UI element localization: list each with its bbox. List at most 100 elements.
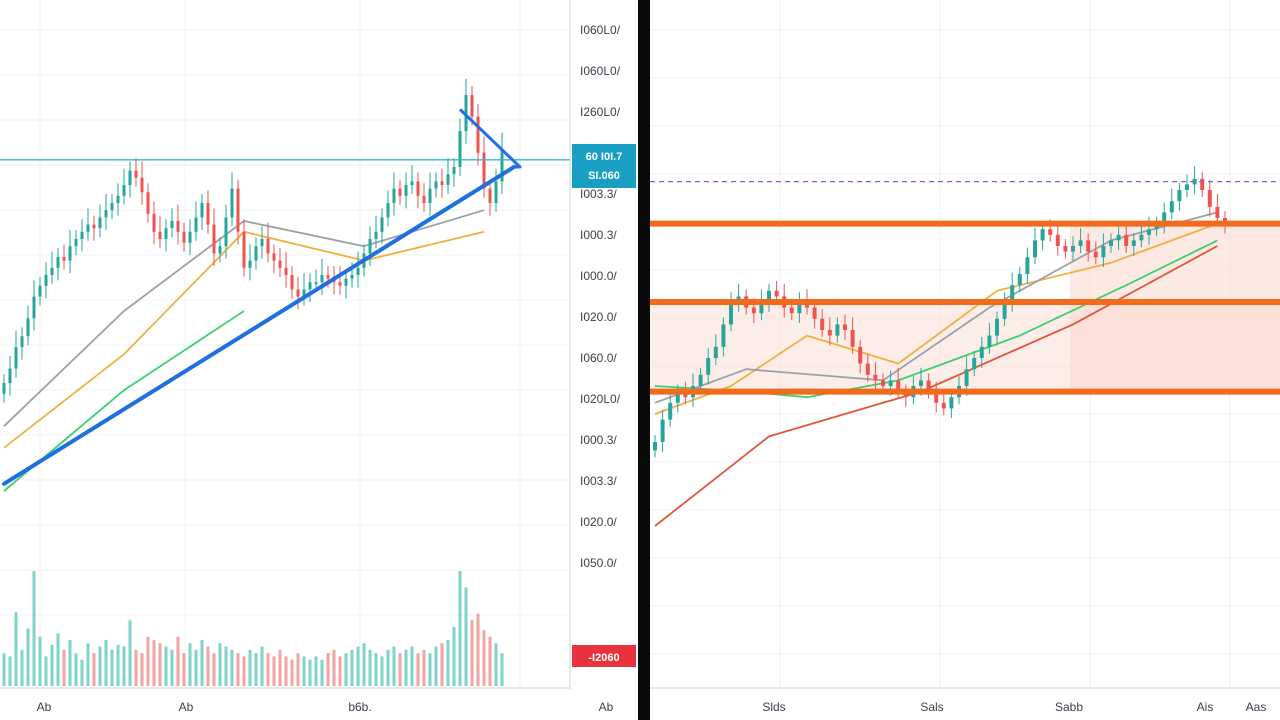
left-volume-bar — [122, 646, 126, 686]
left-volume-bar — [404, 649, 408, 686]
left-volume-bar — [356, 646, 360, 686]
left-candle-body — [278, 260, 282, 268]
left-candle — [32, 280, 36, 331]
right-candle-body — [941, 402, 946, 409]
left-date-label: b6b. — [348, 700, 371, 714]
right-candle — [987, 323, 992, 354]
left-candle-body — [308, 282, 312, 290]
left-volume-bar — [164, 646, 168, 686]
left-candle-body — [182, 231, 186, 243]
right-candle-body — [713, 346, 718, 358]
left-volume-bar — [332, 649, 336, 686]
left-candle-body — [260, 239, 264, 247]
left-candle-body — [2, 383, 6, 394]
right-candle-body — [1147, 229, 1151, 235]
right-candle — [1093, 241, 1098, 265]
left-candle — [488, 179, 492, 216]
left-candle — [452, 158, 456, 187]
right-candle-body — [873, 374, 878, 381]
right-candlestick-chart[interactable]: Slds Sals Sabb Ais Aas — [650, 0, 1280, 720]
left-volume-bar — [218, 643, 222, 686]
right-candle-body — [827, 330, 832, 336]
left-volume-bar — [44, 656, 48, 686]
left-volume-bar — [344, 653, 348, 686]
right-candle — [1033, 227, 1037, 265]
left-candle — [62, 244, 66, 270]
left-volume-bar — [86, 643, 90, 686]
left-candle — [356, 251, 360, 288]
left-candle-body — [494, 181, 498, 203]
left-candle-body — [416, 181, 420, 196]
right-candle-body — [653, 442, 657, 451]
left-chart-panel[interactable]: I060L0/I060L0/I260L0/I003.3/I000.3/I000.… — [0, 0, 638, 720]
left-candle — [380, 208, 384, 245]
left-volume-bar — [266, 653, 270, 686]
left-candle-body — [452, 167, 456, 175]
left-volume-bar — [488, 636, 492, 686]
left-candle-body — [248, 260, 252, 268]
left-volume-bar — [206, 646, 210, 686]
right-candle-body — [759, 302, 764, 314]
left-volume-bar — [98, 646, 102, 686]
right-candle-body — [1139, 234, 1144, 241]
left-volume-bar — [224, 646, 228, 686]
right-candle-body — [1017, 274, 1022, 286]
left-candle — [224, 204, 228, 259]
left-candle-body — [488, 188, 492, 203]
left-candle — [20, 327, 24, 360]
left-candle — [158, 215, 162, 248]
right-candle-body — [919, 380, 923, 386]
left-date-label: Ab — [179, 700, 194, 714]
left-volume-bar — [428, 653, 432, 686]
left-volume-bar — [440, 643, 444, 686]
right-candle-body — [698, 374, 703, 386]
right-candle — [873, 362, 878, 391]
left-candlestick-chart[interactable]: I060L0/I060L0/I260L0/I003.3/I000.3/I000.… — [0, 0, 638, 720]
right-candle — [1200, 171, 1205, 197]
left-volume-bar — [50, 644, 54, 686]
left-candle — [476, 104, 480, 166]
right-candle — [1086, 233, 1091, 262]
left-candle-body — [44, 275, 48, 286]
left-candle — [206, 190, 210, 234]
left-candle — [164, 219, 168, 252]
left-candle-body — [62, 257, 66, 261]
right-candle-body — [1124, 234, 1129, 246]
price-tick-label: I000.0/ — [580, 269, 617, 283]
left-volume-bar — [278, 649, 282, 686]
left-candle-body — [122, 185, 126, 196]
left-candle-body — [446, 174, 450, 185]
right-candle-body — [1025, 257, 1030, 274]
left-volume-bar — [8, 656, 12, 686]
left-volume-bar — [338, 656, 342, 686]
right-candle — [835, 317, 840, 343]
right-candle-body — [858, 346, 863, 364]
right-candle — [934, 381, 939, 413]
left-volume-bar — [368, 649, 372, 686]
left-candle-body — [236, 188, 240, 232]
price-tick-label: I060.0/ — [580, 351, 617, 365]
left-candle — [182, 222, 186, 252]
right-candle-body — [1086, 240, 1091, 252]
right-candle-body — [1055, 234, 1060, 246]
right-date-label: Slds — [762, 700, 785, 714]
right-candle-body — [1002, 302, 1007, 319]
right-candle — [668, 390, 673, 427]
left-volume-bar — [20, 649, 24, 686]
left-volume-bar — [26, 628, 30, 686]
left-candle-body — [14, 347, 18, 369]
right-candle-body — [1078, 240, 1083, 246]
left-volume-bar — [158, 643, 162, 686]
panel-divider[interactable] — [638, 0, 650, 720]
right-candle — [1063, 239, 1068, 259]
right-candle — [995, 311, 999, 346]
left-volume-bars — [2, 571, 504, 686]
right-date-label: Aas — [1246, 700, 1267, 714]
right-candle-body — [1063, 246, 1068, 252]
left-candle — [26, 305, 30, 346]
left-candle — [122, 168, 126, 205]
left-candle-body — [92, 224, 96, 229]
right-candle-body — [660, 419, 665, 442]
price-tick-label: I260L0/ — [580, 105, 621, 119]
right-chart-panel[interactable]: Slds Sals Sabb Ais Aas — [650, 0, 1280, 720]
